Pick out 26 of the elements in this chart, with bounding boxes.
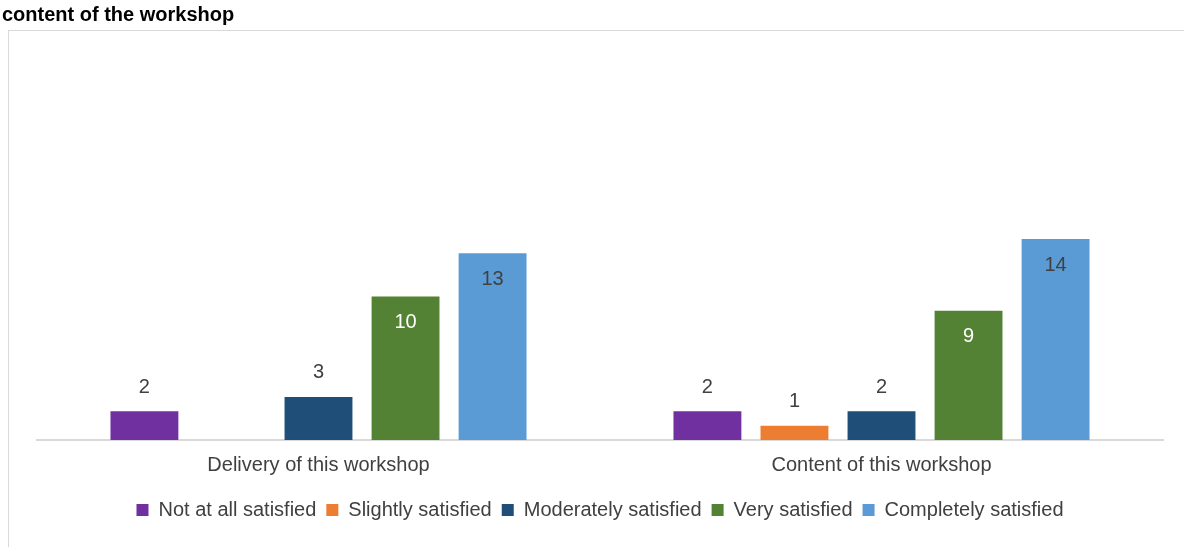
data-label: 9 (962, 324, 975, 347)
bar (371, 296, 440, 440)
data-label: 2 (701, 374, 713, 397)
bar (760, 425, 829, 440)
bar (673, 411, 742, 440)
bar (284, 396, 353, 440)
data-label: 10 (394, 309, 417, 332)
legend-label: Very satisfied (733, 497, 853, 520)
data-label: 1 (788, 389, 801, 412)
data-label: 3 (312, 360, 325, 383)
data-label: 13 (481, 266, 504, 289)
data-label: 2 (138, 374, 150, 397)
x-tick-label: Delivery of this workshop (207, 452, 430, 475)
data-label: 2 (875, 374, 888, 397)
bar (1021, 239, 1090, 440)
bar (847, 411, 916, 440)
legend-label: Not at all satisfied (158, 497, 317, 520)
x-tick-label: Content of this workshop (771, 452, 992, 475)
bar (110, 411, 179, 440)
data-label: 14 (1044, 252, 1067, 275)
legend-label: Completely satisfied (884, 497, 1064, 520)
legend-label: Moderately satisfied (523, 497, 702, 520)
bar (458, 253, 527, 440)
bar (934, 310, 1003, 440)
legend-label: Slightly satisfied (348, 497, 492, 520)
chart-title: content of the workshop (2, 3, 235, 26)
